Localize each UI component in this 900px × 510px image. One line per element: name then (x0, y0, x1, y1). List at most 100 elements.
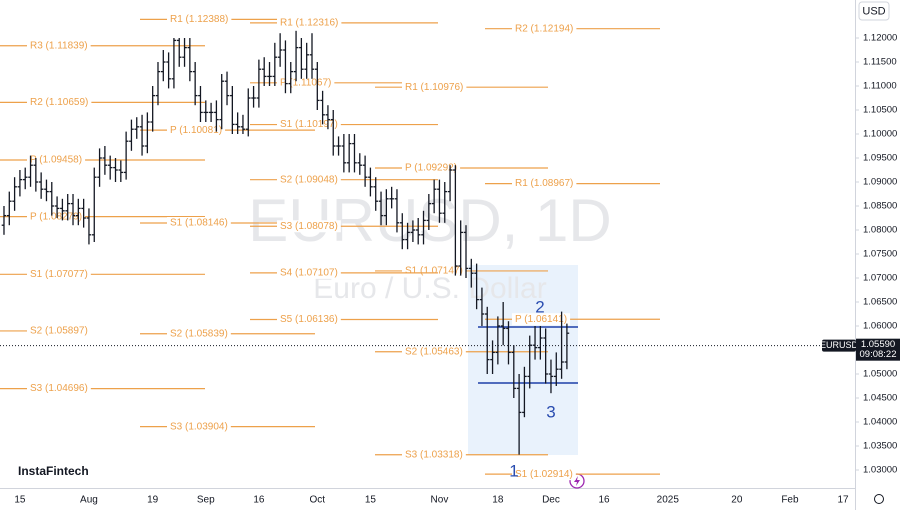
y-tick-label: 1.05000 (863, 369, 897, 380)
x-tick-label: Oct (310, 495, 326, 506)
pivot-label-bg (27, 210, 86, 223)
pivot-label-bg (512, 22, 577, 35)
pivot-label: S1 (1.07077) (30, 269, 88, 280)
pivot-label-bg (277, 173, 341, 186)
pivot-label: S1 (1.08146) (170, 218, 228, 229)
x-tick-label: Feb (781, 495, 799, 506)
pivot-label-bg (512, 313, 571, 326)
pivot-label-bg (27, 382, 91, 395)
x-tick-label: 2025 (657, 495, 680, 506)
x-tick-label: 16 (599, 495, 611, 506)
y-tick-label: 1.10500 (863, 105, 897, 116)
pivot-label-bg (27, 268, 91, 281)
x-tick-label: 20 (731, 495, 743, 506)
price-label: 1.05590 (861, 339, 895, 350)
pivot-label-bg (277, 118, 341, 131)
x-tick-label: 18 (492, 495, 504, 506)
pivot-label-bg (167, 13, 232, 26)
y-tick-label: 1.11500 (863, 57, 897, 68)
pivot-label-bg (27, 154, 86, 167)
pivot-label-bg (512, 468, 576, 481)
events-bolt (574, 476, 580, 486)
pivot-label: P (1.09458) (30, 155, 82, 166)
pivot-label: S2 (1.05897) (30, 326, 88, 337)
pivot-label: R1 (1.12316) (280, 17, 338, 28)
wave-label: 1 (509, 461, 518, 480)
pivot-label: S2 (1.09048) (280, 174, 338, 185)
x-tick-label: Sep (197, 495, 215, 506)
pivot-label-bg (167, 124, 226, 137)
y-tick-label: 1.11000 (863, 81, 897, 92)
y-tick-label: 1.06500 (863, 297, 897, 308)
pivot-label-bg (277, 266, 341, 279)
pivot-label: S3 (1.08078) (280, 221, 338, 232)
pivot-label-bg (402, 448, 466, 461)
pivot-label: S1 (1.10197) (280, 119, 338, 130)
pivot-label: P (1.10081) (170, 125, 222, 136)
pivot-label-bg (27, 324, 91, 337)
pivot-label: S3 (1.03318) (405, 449, 463, 460)
pivot-label: S2 (1.05463) (405, 346, 463, 357)
x-tick-label: 19 (147, 495, 159, 506)
x-tick-label: Nov (431, 495, 449, 506)
pivot-label: R1 (1.12388) (170, 14, 228, 25)
x-tick-label: 16 (253, 495, 265, 506)
y-tick-label: 1.09000 (863, 177, 897, 188)
x-tick-label: 17 (837, 495, 849, 506)
pivot-label-bg (277, 220, 341, 233)
pivot-label-bg (277, 16, 342, 29)
pivot-label-bg (512, 177, 577, 190)
pivot-label-bg (402, 345, 466, 358)
y-tick-label: 1.03000 (863, 465, 897, 476)
pivot-label: P (1.06141) (515, 314, 567, 325)
wave-label: 3 (546, 402, 555, 421)
pivot-label: S2 (1.05839) (170, 328, 228, 339)
watermark-subtitle: Euro / U.S. Dollar (313, 272, 546, 305)
y-tick-label: 1.04500 (863, 393, 897, 404)
currency-button[interactable] (858, 1, 890, 21)
pivot-label-bg (402, 161, 461, 174)
currency-label[interactable]: USD (862, 5, 885, 17)
volume-profile-area (468, 265, 578, 455)
x-tick-label: Dec (542, 495, 560, 506)
x-tick-label: 15 (365, 495, 377, 506)
symbol-tag (822, 339, 856, 352)
symbol-label: EURUSD (820, 340, 859, 350)
pivot-label-bg (167, 327, 231, 340)
pivot-label: S5 (1.06136) (280, 314, 338, 325)
pivot-label: S1 (1.07147) (405, 266, 463, 277)
y-tick-label: 1.10000 (863, 129, 897, 140)
countdown-label: 09:08:22 (860, 349, 897, 360)
wave-label: 2 (535, 297, 544, 316)
y-tick-label: 1.03500 (863, 441, 897, 452)
pivot-label: P (1.09292) (405, 163, 457, 174)
pivot-label: S3 (1.03904) (170, 421, 228, 432)
pivot-label-bg (402, 81, 467, 94)
pivot-label: P (1.11067) (280, 77, 331, 88)
y-tick-label: 1.08000 (863, 225, 897, 236)
pivot-label-bg (167, 217, 231, 230)
pivot-label: R2 (1.12194) (515, 23, 573, 34)
pivot-label-bg (277, 313, 341, 326)
x-tick-label: 15 (14, 495, 26, 506)
y-tick-label: 1.07000 (863, 273, 897, 284)
y-tick-label: 1.04000 (863, 417, 897, 428)
y-tick-label: 1.07500 (863, 249, 897, 260)
pivot-label: S4 (1.07107) (280, 268, 338, 279)
pivot-label: R1 (1.10976) (405, 82, 463, 93)
x-tick-label: Aug (80, 495, 98, 506)
pivot-label: R3 (1.11839) (30, 40, 88, 51)
y-tick-label: 1.12000 (863, 33, 897, 44)
y-tick-label: 1.06000 (863, 321, 897, 332)
pivot-label: S3 (1.04696) (30, 383, 88, 394)
price-tag (856, 338, 900, 361)
pivot-label-bg (27, 39, 91, 52)
y-tick-label: 1.08500 (863, 201, 897, 212)
settings-icon[interactable] (874, 494, 884, 504)
pivot-label: R2 (1.10659) (30, 97, 88, 108)
pivot-label-bg (402, 264, 466, 277)
pivot-label-bg (27, 96, 92, 109)
